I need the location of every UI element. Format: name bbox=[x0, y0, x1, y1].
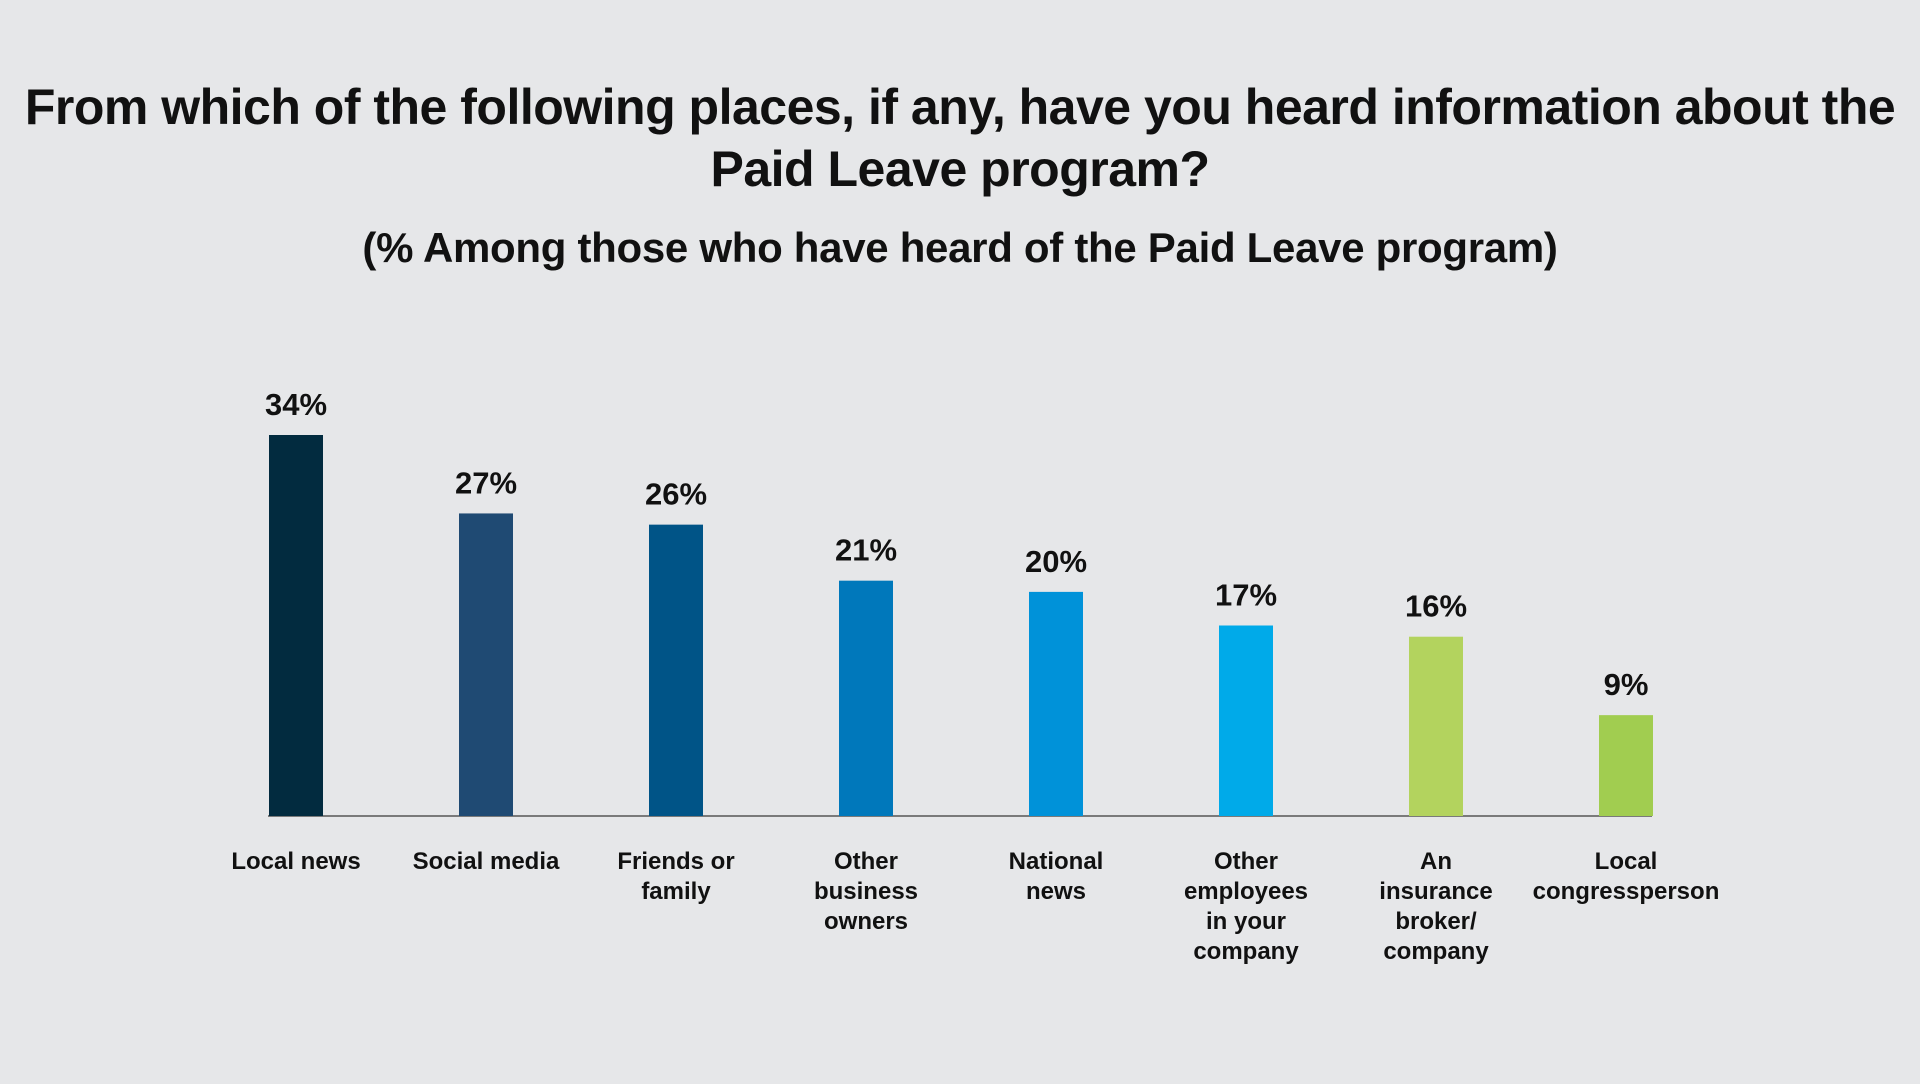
category-label: Local congressperson bbox=[1533, 848, 1720, 905]
bar bbox=[1219, 625, 1273, 816]
bar bbox=[649, 524, 703, 816]
category-label: Other business owners bbox=[814, 848, 918, 935]
data-label: 17% bbox=[1215, 578, 1277, 613]
category-label: Friends or family bbox=[617, 848, 734, 905]
category-label: Local news bbox=[231, 848, 360, 875]
bar bbox=[459, 513, 513, 816]
bar bbox=[269, 435, 323, 816]
bar bbox=[1599, 715, 1653, 816]
category-label: An insurance broker/company bbox=[1379, 848, 1492, 965]
category-label: National news bbox=[1009, 848, 1104, 905]
data-label: 26% bbox=[645, 477, 707, 512]
data-label: 21% bbox=[835, 533, 897, 568]
bar bbox=[839, 580, 893, 816]
data-label: 16% bbox=[1405, 589, 1467, 624]
category-label: Other employees in your company bbox=[1184, 848, 1308, 965]
data-label: 20% bbox=[1025, 544, 1087, 579]
bar bbox=[1409, 636, 1463, 816]
bar bbox=[1029, 591, 1083, 816]
data-label: 27% bbox=[455, 465, 517, 500]
data-label: 9% bbox=[1604, 667, 1649, 702]
chart-title: From which of the following places, if a… bbox=[24, 79, 1896, 197]
category-label: Social media bbox=[413, 848, 560, 875]
chart-subtitle: (% Among those who have heard of the Pai… bbox=[362, 224, 1558, 271]
data-label: 34% bbox=[265, 387, 327, 422]
